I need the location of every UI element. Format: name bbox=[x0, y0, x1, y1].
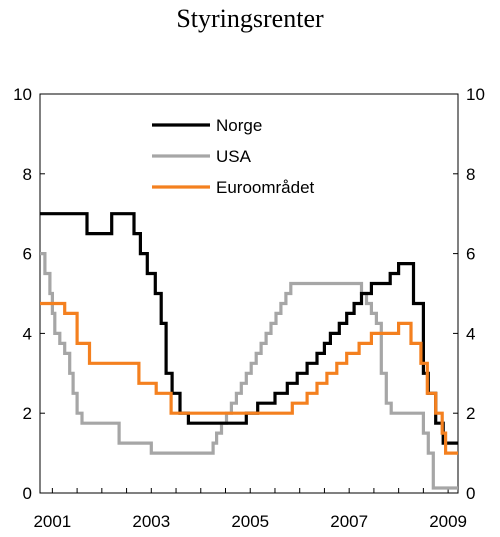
y-tick-label-left: 6 bbox=[23, 245, 32, 264]
x-tick-label: 2005 bbox=[231, 512, 269, 531]
x-tick-label: 2001 bbox=[33, 512, 71, 531]
x-tick-label: 2007 bbox=[330, 512, 368, 531]
plot-border bbox=[39, 93, 459, 494]
y-tick-label-right: 4 bbox=[466, 324, 475, 343]
series-line-euroomr-det bbox=[40, 301, 458, 455]
x-tick-label: 2003 bbox=[132, 512, 170, 531]
y-tick-label-left: 4 bbox=[23, 324, 32, 343]
plot-frame bbox=[39, 93, 459, 494]
legend-label: Euroområdet bbox=[216, 178, 315, 197]
y-tick-label-left: 10 bbox=[13, 85, 32, 104]
series-group bbox=[40, 212, 458, 490]
series-line-usa bbox=[40, 252, 458, 490]
y-tick-label-left: 2 bbox=[23, 404, 32, 423]
y-tick-label-right: 10 bbox=[466, 85, 485, 104]
y-tick-label-right: 8 bbox=[466, 165, 475, 184]
y-axis-right: 0 2 4 6 8 10 bbox=[453, 85, 485, 503]
series-line-norge bbox=[40, 212, 458, 445]
chart-title: Styringsrenter bbox=[176, 4, 324, 33]
y-tick-label-left: 8 bbox=[23, 165, 32, 184]
legend: Norge USA Euroområdet bbox=[152, 116, 315, 197]
x-axis: 2001 2003 2005 2007 2009 bbox=[33, 488, 467, 531]
y-tick-label-left: 0 bbox=[23, 484, 32, 503]
y-tick-label-right: 2 bbox=[466, 404, 475, 423]
y-axis-left: 0 2 4 6 8 10 bbox=[13, 85, 45, 503]
legend-label: USA bbox=[216, 147, 252, 166]
x-tick-label: 2009 bbox=[429, 512, 467, 531]
y-tick-label-right: 6 bbox=[466, 245, 475, 264]
y-tick-label-right: 0 bbox=[466, 484, 475, 503]
legend-label: Norge bbox=[216, 116, 262, 135]
